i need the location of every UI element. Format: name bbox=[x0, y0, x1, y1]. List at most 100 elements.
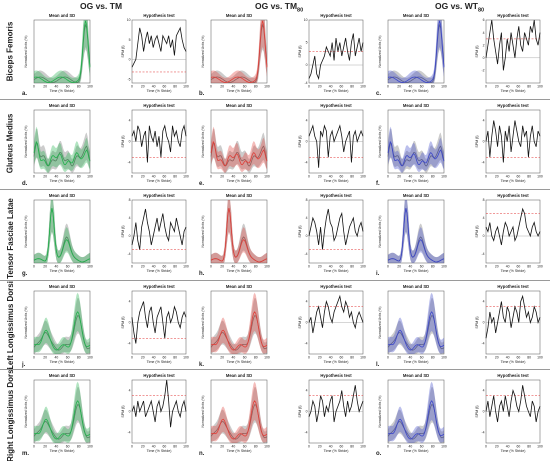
x-tick-label: 100 bbox=[183, 356, 189, 360]
x-tick-label: 60 bbox=[163, 175, 167, 179]
x-tick-label: 0 bbox=[131, 265, 133, 269]
x-tick-label: 80 bbox=[173, 265, 177, 269]
y-tick-label: 4 bbox=[129, 119, 131, 123]
y-tick-label: -4 bbox=[481, 431, 484, 435]
comparison-mean-line bbox=[33, 311, 91, 351]
column-title-og-vs-tm80: OG vs. TM80 bbox=[255, 1, 304, 14]
y-tick-label: 4 bbox=[483, 119, 485, 123]
x-tick-label: 60 bbox=[340, 85, 344, 89]
y-axis-label: SPM {t} bbox=[298, 45, 302, 58]
y-tick-label: -2 bbox=[481, 69, 484, 73]
x-tick-label: 100 bbox=[264, 265, 270, 269]
comparison-mean-line bbox=[387, 311, 445, 351]
y-tick-label: 0 bbox=[306, 321, 308, 325]
x-tick-label: 20 bbox=[397, 356, 401, 360]
x-tick-label: 100 bbox=[87, 265, 93, 269]
spm-t-curve bbox=[308, 208, 364, 250]
x-tick-label: 100 bbox=[264, 85, 270, 89]
x-tick-label: 80 bbox=[77, 265, 81, 269]
x-tick-label: 60 bbox=[517, 85, 521, 89]
x-tick-label: 20 bbox=[318, 85, 322, 89]
comparison-mean-line bbox=[210, 140, 268, 167]
panel-letter: d. bbox=[22, 181, 28, 187]
x-tick-label: 20 bbox=[397, 265, 401, 269]
x-axis-label: Time (% Stride) bbox=[50, 89, 75, 93]
x-axis-label: Time (% Stride) bbox=[324, 269, 349, 273]
y-tick-label: 4 bbox=[483, 31, 485, 35]
mean-sd-panel: Mean and SD 0 20 40 60 80 100 Time (% Stride) No… bbox=[22, 103, 93, 187]
y-axis-label: Normalized Units (%) bbox=[378, 306, 382, 338]
mean-sd-panel: Mean and SD 0 20 40 60 80 100 Time (% Stride) No… bbox=[199, 13, 270, 97]
x-tick-label: 0 bbox=[33, 445, 35, 449]
y-axis-label: SPM {t} bbox=[298, 316, 302, 329]
x-tick-label: 60 bbox=[420, 175, 424, 179]
x-tick-label: 40 bbox=[506, 85, 510, 89]
y-tick-label: 0 bbox=[129, 321, 131, 325]
og-sd-band bbox=[388, 386, 444, 443]
x-axis-label: Time (% Stride) bbox=[501, 269, 526, 273]
comparison-mean-line bbox=[33, 207, 91, 263]
x-tick-label: 100 bbox=[183, 265, 189, 269]
x-tick-label: 0 bbox=[33, 175, 35, 179]
x-tick-label: 20 bbox=[141, 85, 145, 89]
x-axis-label: Time (% Stride) bbox=[324, 449, 349, 453]
y-axis-label: SPM {t} bbox=[475, 316, 479, 329]
mean-sd-title: Mean and SD bbox=[49, 103, 75, 108]
x-tick-label: 20 bbox=[141, 175, 145, 179]
row-separator bbox=[0, 189, 550, 190]
x-tick-label: 60 bbox=[243, 85, 247, 89]
hypothesis-test-title: Hypothesis test bbox=[143, 373, 175, 378]
plot-frame bbox=[33, 19, 91, 84]
comparison-sd-band bbox=[388, 381, 444, 443]
x-tick-label: 40 bbox=[506, 445, 510, 449]
comparison-mean-line bbox=[210, 20, 268, 83]
x-tick-label: 20 bbox=[43, 445, 47, 449]
x-tick-label: 40 bbox=[409, 265, 413, 269]
spm-t-curve bbox=[308, 124, 364, 168]
x-tick-label: 60 bbox=[66, 265, 70, 269]
y-tick-label: -4 bbox=[304, 81, 307, 85]
x-tick-label: 60 bbox=[66, 85, 70, 89]
hypothesis-test-title: Hypothesis test bbox=[320, 373, 352, 378]
x-tick-label: 0 bbox=[210, 175, 212, 179]
x-tick-label: 60 bbox=[66, 445, 70, 449]
spm-t-curve bbox=[308, 33, 364, 80]
x-tick-label: 0 bbox=[387, 445, 389, 449]
y-axis-label: Normalized Units (%) bbox=[24, 35, 28, 67]
y-tick-label: 4 bbox=[129, 216, 131, 220]
x-tick-label: 0 bbox=[33, 356, 35, 360]
x-tick-label: 60 bbox=[66, 175, 70, 179]
mean-sd-panel: Mean and SD 0 20 40 60 80 100 Time (% Stride) No… bbox=[21, 284, 93, 368]
y-tick-label: 6 bbox=[483, 18, 485, 22]
x-tick-label: 20 bbox=[495, 85, 499, 89]
x-tick-label: 0 bbox=[387, 175, 389, 179]
mean-sd-title: Mean and SD bbox=[403, 373, 429, 378]
mean-sd-title: Mean and SD bbox=[49, 373, 75, 378]
x-axis-label: Time (% Stride) bbox=[147, 179, 172, 183]
x-tick-label: 60 bbox=[420, 445, 424, 449]
mean-sd-title: Mean and SD bbox=[403, 13, 429, 18]
row-label-right-longissimus-dorsi: Right Longissimus Dorsi bbox=[5, 366, 15, 461]
x-tick-label: 100 bbox=[441, 445, 447, 449]
mean-sd-panel: Mean and SD 0 20 40 60 80 100 Time (% Stride) No… bbox=[199, 373, 270, 457]
y-axis-label: Normalized Units (%) bbox=[201, 306, 205, 338]
panel-letter: g. bbox=[22, 271, 28, 277]
plot-frame bbox=[210, 199, 268, 264]
y-axis-label: Normalized Units (%) bbox=[24, 215, 28, 247]
x-tick-label: 40 bbox=[152, 356, 156, 360]
x-axis-label: Time (% Stride) bbox=[147, 449, 172, 453]
mean-sd-panel: Mean and SD 0 20 40 60 80 100 Time (% Stride) No… bbox=[22, 373, 93, 457]
y-axis-label: Normalized Units (%) bbox=[201, 125, 205, 157]
x-tick-label: 20 bbox=[397, 85, 401, 89]
x-axis-label: Time (% Stride) bbox=[227, 269, 252, 273]
hypothesis-test-title: Hypothesis test bbox=[497, 284, 529, 289]
x-tick-label: 0 bbox=[131, 85, 133, 89]
hypothesis-test-title: Hypothesis test bbox=[320, 193, 352, 198]
spm-t-curve bbox=[485, 294, 541, 339]
x-tick-label: 60 bbox=[66, 356, 70, 360]
